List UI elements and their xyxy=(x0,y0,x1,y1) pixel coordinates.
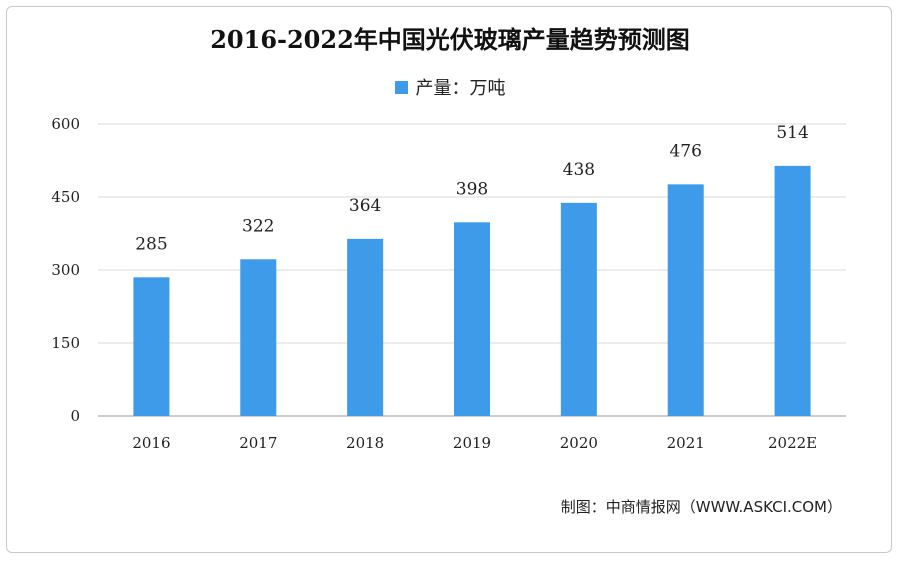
y-tick-label: 150 xyxy=(51,334,80,352)
data-label: 398 xyxy=(456,179,488,199)
legend: 产量：万吨 xyxy=(0,74,900,100)
x-tick-label: 2021 xyxy=(667,434,705,452)
data-label: 438 xyxy=(563,160,595,180)
legend-label: 产量：万吨 xyxy=(415,78,506,99)
data-label: 285 xyxy=(135,234,167,254)
x-axis-ticks: 2016 2017 2018 2019 2020 2021 2022E xyxy=(132,434,817,452)
y-tick-label: 0 xyxy=(70,407,80,425)
bar xyxy=(667,184,704,416)
chart-frame xyxy=(6,6,892,553)
chart-title: 2016-2022年中国光伏玻璃产量趋势预测图 xyxy=(210,25,690,54)
x-tick-label: 2022E xyxy=(768,434,817,452)
x-tick-label: 2019 xyxy=(453,434,491,452)
bars xyxy=(133,165,811,416)
data-label: 514 xyxy=(776,123,808,143)
bar xyxy=(454,222,490,416)
data-label: 322 xyxy=(242,216,274,236)
x-tick-label: 2020 xyxy=(560,434,598,452)
y-tick-label: 450 xyxy=(51,188,80,206)
y-tick-label: 300 xyxy=(51,261,80,279)
legend-swatch xyxy=(394,80,408,94)
bar xyxy=(133,277,170,416)
y-tick-label: 600 xyxy=(51,115,80,133)
x-tick-label: 2016 xyxy=(132,434,170,452)
source-note: 制图：中商情报网（WWW.ASKCI.COM） xyxy=(560,498,842,516)
x-tick-label: 2018 xyxy=(346,434,384,452)
bar xyxy=(347,238,384,416)
bar xyxy=(560,202,597,416)
data-labels: 285 322 364 398 438 476 514 xyxy=(135,123,809,254)
data-label: 364 xyxy=(349,196,381,216)
bar xyxy=(774,165,811,416)
y-axis-ticks: 0 150 300 450 600 xyxy=(51,115,80,425)
bar xyxy=(240,259,277,416)
x-tick-label: 2017 xyxy=(239,434,277,452)
data-label: 476 xyxy=(669,141,701,161)
